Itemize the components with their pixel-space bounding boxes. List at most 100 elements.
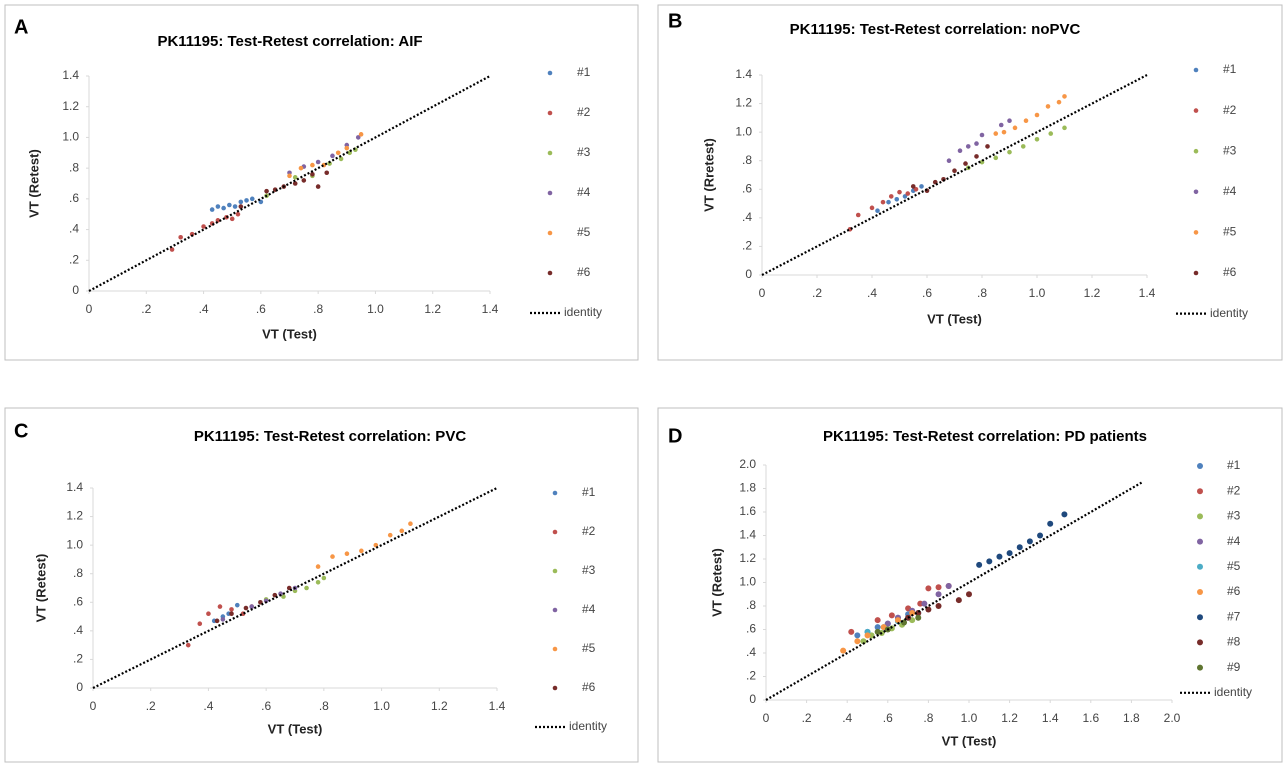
point [1047, 520, 1054, 527]
legend-swatch [552, 607, 558, 613]
x-tick-label: 1.0 [373, 699, 390, 713]
point [986, 558, 993, 565]
point [221, 205, 226, 211]
legend-label: #3 [582, 563, 596, 577]
x-tick-label: .8 [977, 286, 987, 300]
y-tick-label: 1.2 [735, 96, 752, 110]
legend-swatch [1193, 148, 1199, 154]
point [408, 521, 413, 527]
legend-label: #3 [1223, 143, 1237, 157]
point [387, 532, 393, 538]
y-axis-label: VT (Rretest) [701, 138, 716, 212]
panel-letter: C [14, 420, 28, 442]
legend-label: #5 [577, 225, 591, 239]
y-tick-label: .8 [69, 160, 79, 174]
point [301, 178, 307, 183]
point [315, 579, 321, 585]
point [935, 584, 942, 591]
point [979, 132, 985, 138]
x-axis-label: VT (Test) [262, 326, 317, 341]
x-tick-label: 1.4 [482, 302, 499, 316]
legend-swatch [1197, 488, 1203, 495]
point [1007, 149, 1012, 155]
legend-label: identity [1214, 685, 1252, 699]
y-tick-label: .4 [742, 210, 752, 224]
point [1001, 129, 1007, 135]
point [220, 617, 226, 622]
legend-swatch [1197, 463, 1203, 469]
legend-label: #1 [1223, 62, 1237, 76]
point [998, 122, 1004, 128]
legend-swatch [552, 685, 558, 691]
x-tick-label: .4 [842, 711, 852, 725]
point [1034, 112, 1040, 118]
legend-swatch [1197, 614, 1203, 621]
y-tick-label: 0 [749, 692, 756, 706]
point [897, 189, 902, 195]
point [974, 154, 979, 159]
point [169, 247, 175, 252]
point [324, 170, 330, 176]
point [310, 171, 315, 177]
x-tick-label: .6 [261, 699, 271, 713]
y-tick-label: .2 [746, 669, 756, 683]
point [946, 158, 952, 164]
point [1062, 125, 1067, 131]
point [287, 173, 292, 179]
point [234, 602, 240, 608]
point [848, 628, 855, 635]
point [965, 144, 971, 149]
point [925, 585, 932, 592]
x-tick-label: 1.2 [1001, 711, 1018, 725]
point [880, 199, 886, 205]
legend-label: #7 [1227, 609, 1241, 623]
legend-swatch [1193, 270, 1199, 276]
legend-label: #5 [582, 641, 596, 655]
panel-letter: A [14, 16, 28, 38]
y-tick-label: 1.8 [739, 481, 756, 495]
legend-swatch [1193, 189, 1199, 195]
y-tick-label: .2 [73, 652, 83, 666]
y-axis-label: VT (Retest) [33, 554, 48, 623]
point [315, 184, 321, 189]
point [355, 135, 361, 140]
point [1056, 99, 1062, 105]
point [249, 604, 255, 609]
point [921, 600, 928, 607]
point [869, 205, 875, 211]
x-tick-label: .4 [867, 286, 877, 300]
identity-line [765, 481, 1143, 701]
point [235, 211, 241, 217]
y-tick-label: .6 [742, 181, 752, 195]
point [238, 199, 244, 205]
point [919, 184, 924, 189]
point [399, 528, 405, 534]
point [1037, 532, 1044, 539]
x-tick-label: 0 [86, 302, 93, 316]
y-tick-label: 1.2 [739, 551, 756, 565]
legend-swatch [547, 150, 553, 156]
point [1006, 550, 1013, 557]
point [197, 621, 203, 627]
point [227, 202, 232, 208]
y-tick-label: 1.0 [66, 537, 83, 551]
x-tick-label: 1.4 [489, 699, 506, 713]
y-tick-label: 1.2 [62, 99, 79, 113]
point [888, 194, 894, 199]
point [321, 575, 327, 581]
point [1048, 131, 1054, 136]
x-tick-label: 0 [759, 286, 766, 300]
point [874, 624, 881, 631]
legend-label: #3 [577, 145, 591, 159]
legend-label: #4 [1223, 184, 1237, 198]
point [292, 181, 298, 186]
x-tick-label: 0 [90, 699, 97, 713]
legend-swatch [1197, 538, 1203, 545]
legend-swatch [547, 110, 553, 116]
point [298, 165, 304, 171]
panel-frame [657, 4, 1283, 361]
legend-swatch [1197, 639, 1203, 646]
point [243, 605, 249, 611]
x-tick-label: .6 [922, 286, 932, 300]
y-tick-label: .6 [746, 622, 756, 636]
